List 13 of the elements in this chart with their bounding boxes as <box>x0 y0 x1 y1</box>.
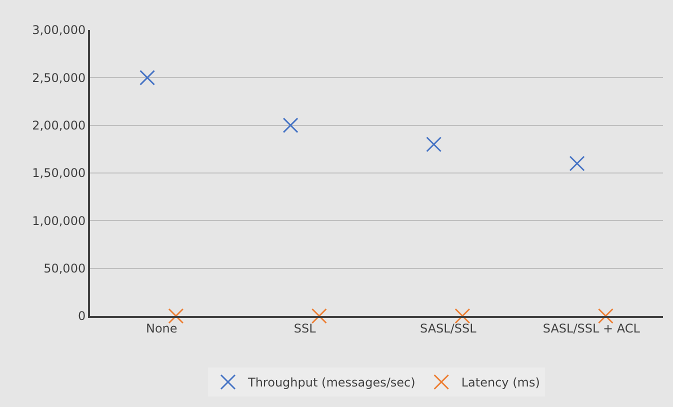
y-tick-label: 1,50,000 <box>32 166 86 180</box>
y-tick-label: 50,000 <box>44 262 86 276</box>
y-tick-label: 3,00,000 <box>32 23 86 38</box>
x-tick-label: SASL/SSL <box>420 321 477 336</box>
x-tick-label: SSL <box>294 321 316 336</box>
legend-label: Throughput (messages/sec) <box>247 376 416 390</box>
x-tick-label: None <box>146 321 178 336</box>
y-tick-label: 0 <box>78 309 86 324</box>
y-tick-label: 2,00,000 <box>32 118 86 133</box>
y-tick-label: 2,50,000 <box>32 70 86 85</box>
x-tick-label: SASL/SSL + ACL <box>542 321 640 336</box>
legend-label: Latency (ms) <box>461 376 540 390</box>
y-tick-label: 1,00,000 <box>32 214 86 228</box>
